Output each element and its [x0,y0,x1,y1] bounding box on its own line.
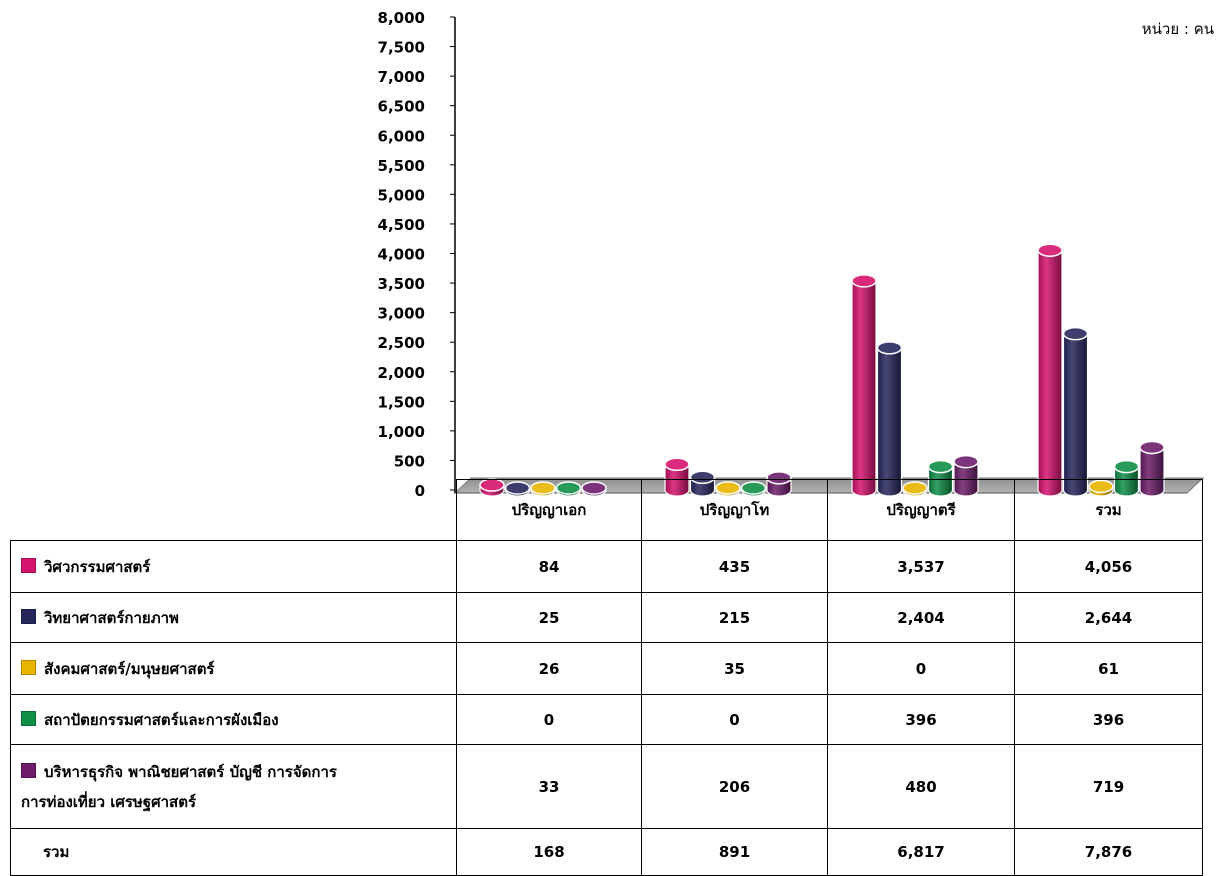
legend-key-social-science [21,659,36,675]
y-tick-label: 500 [394,452,425,470]
table-header-row: ปริญญาเอก ปริญญาโท ปริญญาตรี รวม [10,479,1203,541]
y-tick-label: 4,000 [378,246,425,264]
table-cell: 84 [456,540,642,593]
row-label-text: วิทยาศาสตร์กายภาพ [44,608,179,627]
y-tick-label: 4,500 [378,216,425,234]
bar-top [1139,440,1165,455]
table-cell: 3,537 [827,540,1015,593]
table-cell: 35 [641,642,828,695]
table-cell: 396 [827,694,1015,745]
bar-body [851,280,877,497]
row-label: บริหารธุรกิจ พาณิชยศาสตร์ บัญชี การจัดกา… [10,744,457,829]
header-category: ปริญญาเอก [456,479,642,541]
row-label-text: สังคมศาสตร์/มนุษยศาสตร์ [44,659,215,678]
bar-top [1062,326,1089,341]
bar-top [1037,243,1063,257]
table-cell: 168 [456,828,642,876]
row-label: สังคมศาสตร์/มนุษยศาสตร์ [10,642,457,695]
row-label: วิศวกรรมศาสตร์ [10,540,457,593]
table-cell: 26 [456,642,642,695]
y-tick-label: 6,000 [378,127,425,145]
bar-top [664,457,690,472]
table-cell: 4,056 [1014,540,1203,593]
header-category: ปริญญาโท [641,479,828,541]
header-category: รวม [1014,479,1203,541]
row-label-text: การท่องเที่ยว เศรษฐศาสตร์ [21,792,196,811]
bar-top [851,274,877,288]
bar-body [1037,249,1063,497]
table-cell: 0 [641,694,828,745]
y-tick-label: 2,500 [378,334,425,352]
y-tick-label: 8,000 [378,9,425,27]
bar-top [876,341,903,355]
y-tick-label: 5,000 [378,186,425,204]
row-label-text: สถาปัตยกรรมศาสตร์และการผังเมือง [44,710,279,729]
table-cell: 2,404 [827,592,1015,643]
table-cell: 61 [1014,642,1203,695]
table-row: บริหารธุรกิจ พาณิชยศาสตร์ บัญชี การจัดกา… [10,744,1203,829]
y-tick-label: 3,500 [378,275,425,293]
bar-top [927,459,954,474]
y-tick-label: 3,000 [378,305,425,323]
y-tick-label: 1,000 [378,423,425,441]
table-cell: 2,644 [1014,592,1203,643]
table-cell: 25 [456,592,642,643]
table-cell: 0 [456,694,642,745]
table-cell: 7,876 [1014,828,1203,876]
y-tick-label: 2,000 [378,364,425,382]
y-tick-label: 6,500 [378,98,425,116]
row-label: วิทยาศาสตร์กายภาพ [10,592,457,643]
legend-key-business [21,762,36,778]
table-cell: 435 [641,540,828,593]
total-label: รวม [10,828,457,876]
unit-label: หน่วย : คน [1142,20,1214,38]
y-tick-label: 1,500 [378,393,425,411]
table-cell: 6,817 [827,828,1015,876]
table-cell: 719 [1014,744,1203,829]
data-table: ปริญญาเอก ปริญญาโท ปริญญาตรี รวม วิศวกรร… [10,479,1203,876]
bar-top [1113,459,1140,474]
table-row: วิศวกรรมศาสตร์ 84 435 3,537 4,056 [10,540,1203,593]
bar-body [876,347,903,497]
table-cell: 480 [827,744,1015,829]
table-cell: 0 [827,642,1015,695]
legend-key-architecture [21,710,36,726]
legend-key-physical-science [21,608,36,624]
chart: 05001,0001,5002,0002,5003,0003,5004,0004… [378,9,1214,500]
bar [876,341,903,497]
y-tick-label: 7,000 [378,68,425,86]
y-tick-label: 5,500 [378,157,425,175]
row-label-text: บริหารธุรกิจ พาณิชยศาสตร์ บัญชี การจัดกา… [44,762,337,781]
table-cell: 206 [641,744,828,829]
bar [1062,326,1089,497]
bar [851,274,877,497]
table-cell: 891 [641,828,828,876]
table-cell: 215 [641,592,828,643]
table-corner [10,479,457,541]
bar-body [1062,333,1089,497]
table-row: สังคมศาสตร์/มนุษยศาสตร์ 26 35 0 61 [10,642,1203,695]
table-row: สถาปัตยกรรมศาสตร์และการผังเมือง 0 0 396 … [10,694,1203,745]
table-cell: 33 [456,744,642,829]
header-category: ปริญญาตรี [827,479,1015,541]
y-tick-label: 7,500 [378,39,425,57]
bar [1037,243,1063,497]
legend-key-engineering [21,557,36,573]
table-cell: 396 [1014,694,1203,745]
bar-top [953,454,979,469]
row-label-text: วิศวกรรมศาสตร์ [44,557,151,576]
row-label: สถาปัตยกรรมศาสตร์และการผังเมือง [10,694,457,745]
table-total-row: รวม 168 891 6,817 7,876 [10,828,1203,876]
table-row: วิทยาศาสตร์กายภาพ 25 215 2,404 2,644 [10,592,1203,643]
